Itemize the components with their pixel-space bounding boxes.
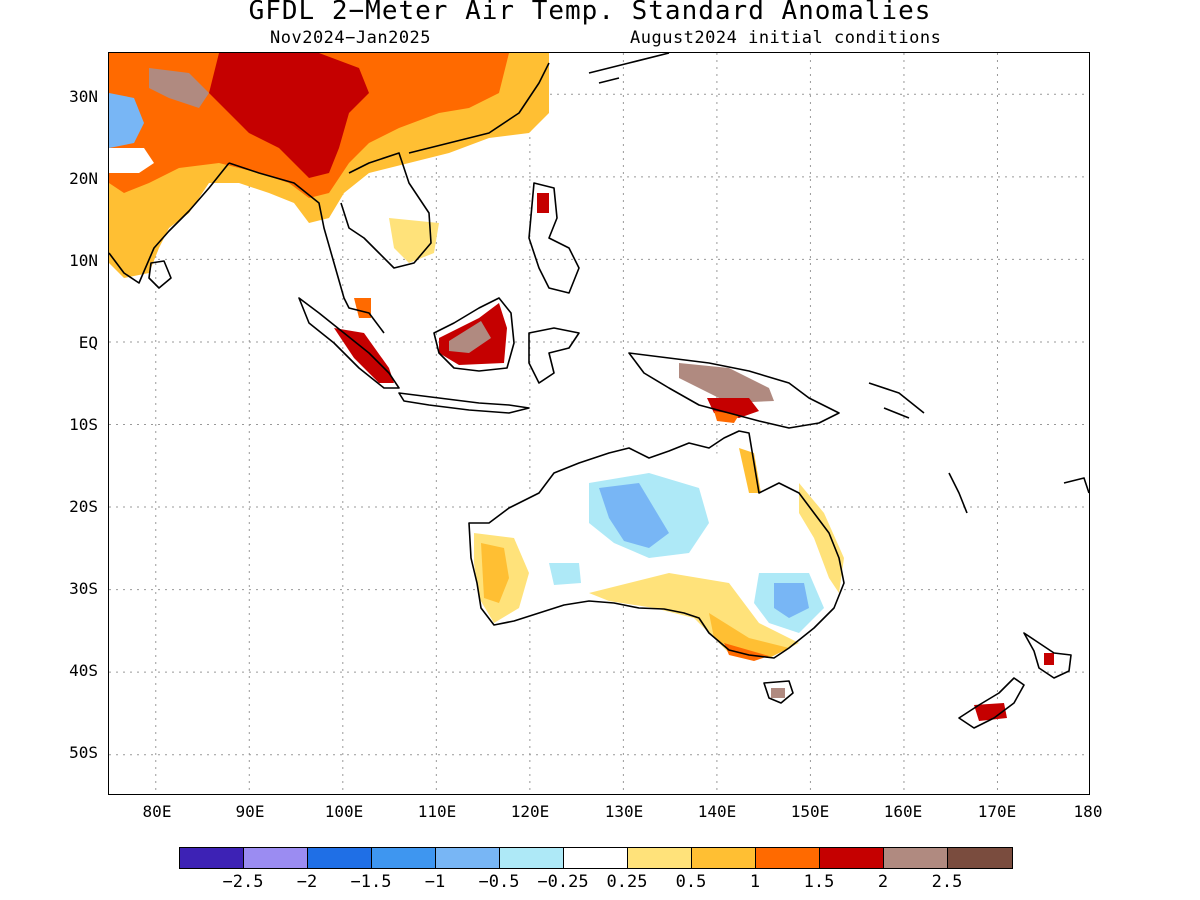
- anomaly-fields: [109, 53, 1054, 721]
- coast-japan: [588, 53, 670, 84]
- colorbar-label: 0.5: [675, 872, 707, 892]
- coast-philippines: [528, 182, 580, 294]
- anomaly-india-cool: [109, 93, 144, 148]
- lat-label-10s: 10S: [69, 415, 98, 434]
- colorbar-swatch: [756, 848, 820, 868]
- colorbar-label: 0.25: [606, 872, 648, 892]
- anomaly-borneo-brown: [449, 321, 491, 353]
- anomaly-australia-west-orange: [481, 543, 509, 603]
- coast-nz-north: [1023, 632, 1072, 679]
- anomaly-newguinea-brown: [679, 363, 774, 403]
- lat-label-30s: 30S: [69, 579, 98, 598]
- lon-label-110e: 110E: [417, 802, 457, 821]
- anomaly-nz-red: [974, 703, 1007, 721]
- colorbar-swatch: [564, 848, 628, 868]
- colorbar-label: 1: [749, 872, 761, 892]
- lon-label-180: 180: [1073, 802, 1103, 821]
- colorbar-label: −1: [424, 872, 446, 892]
- colorbar-label: 2.5: [931, 872, 963, 892]
- anomaly-malaya-orange: [354, 298, 371, 318]
- anomaly-australia-cool-2: [599, 483, 669, 548]
- lon-label-90e: 90E: [235, 802, 265, 821]
- colorbar-swatch: [820, 848, 884, 868]
- colorbar-swatch: [436, 848, 500, 868]
- colorbar-swatch: [628, 848, 692, 868]
- coast-china: [408, 62, 550, 154]
- colorbar-label: −2: [296, 872, 318, 892]
- map-panel: [108, 52, 1090, 795]
- colorbar-label: 1.5: [803, 872, 835, 892]
- colorbar-swatch: [180, 848, 244, 868]
- lat-label-50s: 50S: [69, 743, 98, 762]
- lon-label-130e: 130E: [604, 802, 644, 821]
- anomaly-tasmania-brown: [771, 688, 785, 698]
- coast-vietnam: [340, 152, 432, 269]
- coast-sumatra: [298, 297, 400, 389]
- coast-nz-south: [958, 677, 1025, 729]
- lat-label-20s: 20S: [69, 497, 98, 516]
- lon-label-150e: 150E: [790, 802, 830, 821]
- coast-australia: [468, 430, 845, 659]
- anomaly-australia-cool-5: [549, 563, 581, 585]
- colorbar-swatch: [372, 848, 436, 868]
- colorbar-swatch: [308, 848, 372, 868]
- coast-india: [109, 162, 230, 284]
- colorbar-swatch: [884, 848, 948, 868]
- colorbar-swatch: [948, 848, 1012, 868]
- lat-label-10n: 10N: [69, 251, 98, 270]
- colorbar-label: −0.5: [478, 872, 520, 892]
- colorbar-label: −2.5: [222, 872, 264, 892]
- forecast-period: Nov2024−Jan2025: [270, 28, 432, 48]
- colorbar-label: −1.5: [350, 872, 392, 892]
- anomaly-australia-cool-4: [774, 583, 809, 618]
- lon-label-160e: 160E: [883, 802, 923, 821]
- lon-label-120e: 120E: [510, 802, 550, 821]
- initial-conditions: August2024 initial conditions: [630, 28, 942, 48]
- coast-sulawesi: [528, 327, 580, 384]
- coast-solomons: [868, 382, 925, 419]
- coast-fiji: [1063, 477, 1089, 494]
- anomaly-australia-ne-orange: [739, 448, 761, 493]
- coast-java: [398, 392, 530, 414]
- colorbar-swatch: [244, 848, 308, 868]
- colorbar-label: −0.25: [537, 872, 589, 892]
- coast-borneo: [433, 297, 515, 372]
- colorbar-label: 2: [877, 872, 889, 892]
- map-title: GFDL 2−Meter Air Temp. Standard Anomalie…: [248, 0, 932, 26]
- lon-label-170e: 170E: [977, 802, 1017, 821]
- coastlines: [109, 53, 1089, 729]
- coast-srilanka: [148, 260, 172, 289]
- colorbar-swatch: [692, 848, 756, 868]
- lat-label-40s: 40S: [69, 661, 98, 680]
- anomaly-philippines-red: [537, 193, 549, 213]
- lat-label-30n: 30N: [69, 87, 98, 106]
- coast-vanuatu: [948, 472, 968, 514]
- lon-label-100e: 100E: [324, 802, 364, 821]
- colorbar-swatch: [500, 848, 564, 868]
- anomaly-indochina: [389, 218, 439, 263]
- anomaly-nz-north-red: [1044, 653, 1054, 665]
- coast-tasmania: [763, 680, 794, 704]
- coast-indochina: [228, 162, 385, 334]
- coast-newguinea: [628, 352, 840, 429]
- lon-label-140e: 140E: [697, 802, 737, 821]
- anomaly-india-white: [109, 148, 154, 173]
- colorbar: [179, 847, 1013, 869]
- lat-label-eq: EQ: [78, 333, 98, 352]
- lon-label-80e: 80E: [142, 802, 172, 821]
- anomaly-tibet-brown: [149, 68, 209, 108]
- anomaly-sumatra-red: [334, 328, 394, 383]
- anomaly-australia-east-yellow: [799, 483, 844, 593]
- anomaly-asia-red: [209, 53, 369, 178]
- map-svg: [109, 53, 1089, 794]
- lat-label-20n: 20N: [69, 169, 98, 188]
